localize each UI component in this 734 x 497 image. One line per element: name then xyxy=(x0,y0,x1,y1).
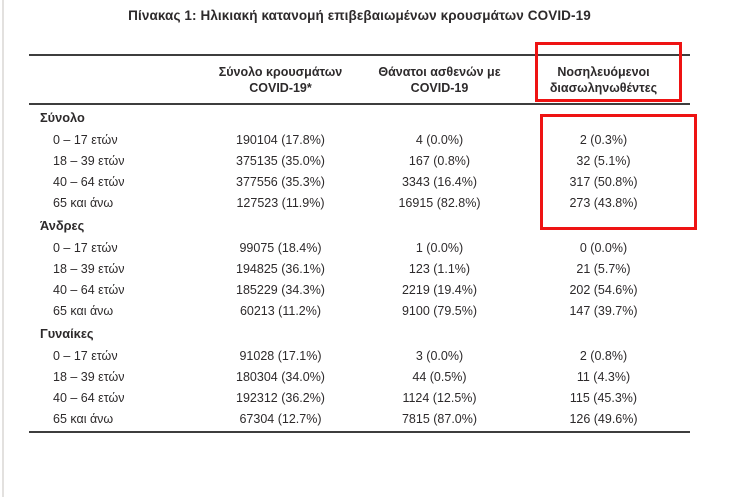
cell-deaths: 7815 (87.0%) xyxy=(401,411,478,426)
section-label-total: Σύνολο xyxy=(40,109,85,125)
cell-cases: 127523 (11.9%) xyxy=(236,195,325,210)
col-header-intubated-line1: Νοσηλευόμενοι xyxy=(557,64,650,79)
col-header-cases-line1: Σύνολο κρουσμάτων xyxy=(218,64,343,79)
page-edge-divider xyxy=(2,0,4,497)
cell-deaths: 3343 (16.4%) xyxy=(401,174,478,189)
row-label: 40 – 64 ετών xyxy=(53,282,125,297)
cell-deaths: 123 (1.1%) xyxy=(408,261,471,276)
cell-intubated: 115 (45.3%) xyxy=(569,390,638,405)
table-row: 65 και άνω 60213 (11.2%) 9100 (79.5%) 14… xyxy=(29,300,690,321)
cell-intubated: 2 (0.8%) xyxy=(579,348,628,363)
row-label: 18 – 39 ετών xyxy=(53,369,125,384)
table-row: 18 – 39 ετών 180304 (34.0%) 44 (0.5%) 11… xyxy=(29,366,690,387)
table-row: 40 – 64 ετών 185229 (34.3%) 2219 (19.4%)… xyxy=(29,279,690,300)
col-header-cases-line2: COVID-19* xyxy=(249,80,312,95)
cell-deaths: 2219 (19.4%) xyxy=(401,282,478,297)
row-label: 65 και άνω xyxy=(53,411,114,426)
cell-cases: 194825 (36.1%) xyxy=(236,261,325,276)
cell-intubated: 147 (39.7%) xyxy=(569,303,638,318)
table-row: 65 και άνω 127523 (11.9%) 16915 (82.8%) … xyxy=(29,192,690,213)
covid-age-distribution-table: Σύνολο κρουσμάτων COVID-19* Θάνατοι ασθε… xyxy=(29,54,690,433)
cell-deaths: 4 (0.0%) xyxy=(415,132,464,147)
cell-intubated: 21 (5.7%) xyxy=(576,261,631,276)
row-label: 0 – 17 ετών xyxy=(53,240,118,255)
cell-intubated: 32 (5.1%) xyxy=(576,153,631,168)
row-label: 65 και άνω xyxy=(53,195,114,210)
table-row: 40 – 64 ετών 192312 (36.2%) 1124 (12.5%)… xyxy=(29,387,690,408)
cell-deaths: 1124 (12.5%) xyxy=(402,390,477,405)
section-label-women: Γυναίκες xyxy=(40,325,94,341)
cell-cases: 192312 (36.2%) xyxy=(236,390,325,405)
table-row: 18 – 39 ετών 375135 (35.0%) 167 (0.8%) 3… xyxy=(29,150,690,171)
cell-cases: 91028 (17.1%) xyxy=(239,348,322,363)
cell-cases: 185229 (34.3%) xyxy=(236,282,325,297)
cell-deaths: 167 (0.8%) xyxy=(408,153,471,168)
cell-cases: 67304 (12.7%) xyxy=(239,411,322,426)
table-row: 0 – 17 ετών 190104 (17.8%) 4 (0.0%) 2 (0… xyxy=(29,129,690,150)
table-row: 0 – 17 ετών 99075 (18.4%) 1 (0.0%) 0 (0.… xyxy=(29,237,690,258)
col-header-intubated-line2: διασωληνωθέντες xyxy=(549,80,658,95)
cell-cases: 180304 (34.0%) xyxy=(236,369,325,384)
cell-intubated: 273 (43.8%) xyxy=(569,195,638,210)
cell-cases: 99075 (18.4%) xyxy=(239,240,322,255)
cell-cases: 375135 (35.0%) xyxy=(236,153,325,168)
cell-cases: 377556 (35.3%) xyxy=(236,174,325,189)
col-header-deaths-line2: COVID-19 xyxy=(410,80,469,95)
row-label: 18 – 39 ετών xyxy=(53,261,125,276)
cell-intubated: 126 (49.6%) xyxy=(569,411,638,426)
col-header-deaths-line1: Θάνατοι ασθενών με xyxy=(378,64,501,79)
table-title: Πίνακας 1: Ηλικιακή κατανομή επιβεβαιωμέ… xyxy=(128,8,591,23)
cell-intubated: 0 (0.0%) xyxy=(579,240,628,255)
cell-deaths: 3 (0.0%) xyxy=(415,348,464,363)
row-label: 0 – 17 ετών xyxy=(53,348,118,363)
row-label: 18 – 39 ετών xyxy=(53,153,125,168)
cell-deaths: 9100 (79.5%) xyxy=(401,303,478,318)
cell-cases: 190104 (17.8%) xyxy=(236,132,325,147)
cell-intubated: 2 (0.3%) xyxy=(579,132,628,147)
row-label: 65 και άνω xyxy=(53,303,114,318)
cell-deaths: 16915 (82.8%) xyxy=(398,195,481,210)
table-body: Σύνολο 0 – 17 ετών 190104 (17.8%) 4 (0.0… xyxy=(29,105,690,431)
table-header-row: Σύνολο κρουσμάτων COVID-19* Θάνατοι ασθε… xyxy=(29,56,690,105)
col-header-cases: Σύνολο κρουσμάτων COVID-19* xyxy=(199,64,362,96)
cell-deaths: 44 (0.5%) xyxy=(412,369,467,384)
table-row: 65 και άνω 67304 (12.7%) 7815 (87.0%) 12… xyxy=(29,408,690,429)
cell-cases: 60213 (11.2%) xyxy=(239,303,322,318)
col-header-deaths: Θάνατοι ασθενών με COVID-19 xyxy=(362,64,517,96)
table-row: 0 – 17 ετών 91028 (17.1%) 3 (0.0%) 2 (0.… xyxy=(29,345,690,366)
col-header-intubated: Νοσηλευόμενοι διασωληνωθέντες xyxy=(517,64,690,96)
row-label: 0 – 17 ετών xyxy=(53,132,118,147)
cell-intubated: 202 (54.6%) xyxy=(569,282,638,297)
row-label: 40 – 64 ετών xyxy=(53,390,125,405)
cell-intubated: 11 (4.3%) xyxy=(576,369,631,384)
table-row: 40 – 64 ετών 377556 (35.3%) 3343 (16.4%)… xyxy=(29,171,690,192)
cell-intubated: 317 (50.8%) xyxy=(569,174,638,189)
cell-deaths: 1 (0.0%) xyxy=(415,240,464,255)
row-label: 40 – 64 ετών xyxy=(53,174,125,189)
section-label-men: Άνδρες xyxy=(40,217,85,233)
table-row: 18 – 39 ετών 194825 (36.1%) 123 (1.1%) 2… xyxy=(29,258,690,279)
